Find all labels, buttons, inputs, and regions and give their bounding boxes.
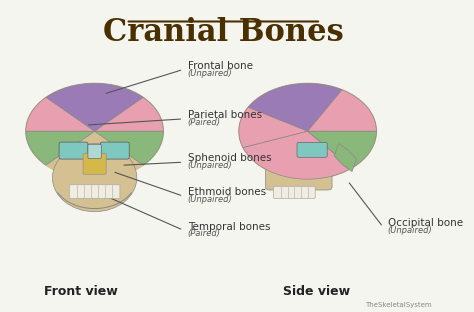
FancyBboxPatch shape	[297, 142, 327, 157]
Text: (Unpaired): (Unpaired)	[188, 161, 233, 170]
Text: Front view: Front view	[45, 285, 118, 298]
Text: Temporal bones: Temporal bones	[188, 222, 270, 232]
FancyBboxPatch shape	[88, 144, 101, 158]
Circle shape	[26, 83, 164, 179]
Text: (Paired): (Paired)	[188, 229, 221, 238]
Wedge shape	[308, 90, 376, 131]
FancyBboxPatch shape	[69, 185, 120, 198]
Text: Occipital bone: Occipital bone	[388, 218, 463, 228]
Wedge shape	[239, 107, 308, 148]
Circle shape	[239, 83, 376, 179]
Wedge shape	[308, 131, 376, 168]
Text: Frontal bone: Frontal bone	[188, 61, 253, 71]
Ellipse shape	[53, 144, 137, 212]
Text: (Unpaired): (Unpaired)	[188, 195, 233, 204]
Text: Parietal bones: Parietal bones	[188, 110, 262, 120]
Text: Cranial Bones: Cranial Bones	[103, 17, 344, 48]
Text: Side view: Side view	[283, 285, 350, 298]
Wedge shape	[95, 97, 164, 131]
Text: (Unpaired): (Unpaired)	[188, 69, 233, 78]
Text: Ethmoid bones: Ethmoid bones	[188, 188, 266, 197]
Polygon shape	[334, 144, 356, 172]
FancyBboxPatch shape	[273, 186, 315, 198]
FancyBboxPatch shape	[265, 131, 332, 190]
Wedge shape	[46, 83, 143, 131]
Wedge shape	[26, 97, 95, 131]
Text: (Unpaired): (Unpaired)	[388, 226, 432, 235]
Text: (Paired): (Paired)	[188, 118, 221, 127]
Wedge shape	[26, 131, 95, 165]
Wedge shape	[95, 131, 164, 165]
FancyBboxPatch shape	[59, 142, 88, 159]
Wedge shape	[248, 83, 342, 131]
Text: Sphenoid bones: Sphenoid bones	[188, 154, 272, 163]
Wedge shape	[243, 131, 352, 179]
Text: TheSkeletalSystem: TheSkeletalSystem	[365, 301, 432, 308]
FancyBboxPatch shape	[83, 153, 106, 174]
FancyBboxPatch shape	[100, 142, 129, 159]
